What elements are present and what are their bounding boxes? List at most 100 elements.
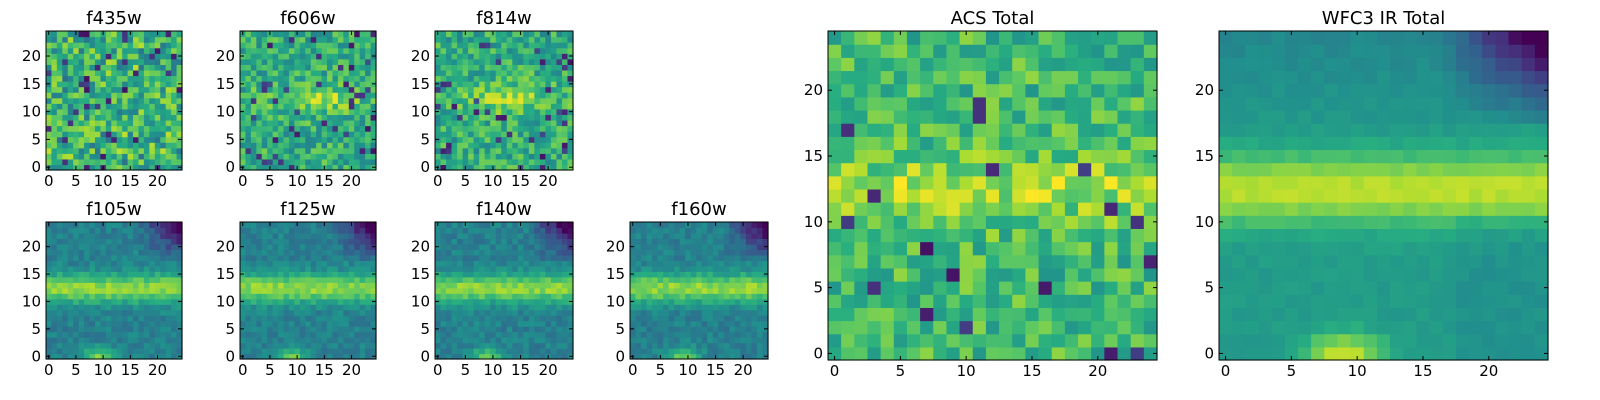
heatmap-cell xyxy=(278,142,285,149)
heatmap-cell xyxy=(272,36,279,43)
heatmap-cell xyxy=(343,147,350,154)
heatmap-cell xyxy=(245,153,252,160)
heatmap-cell xyxy=(105,114,112,121)
heatmap-cell xyxy=(240,36,247,43)
heatmap-cell xyxy=(528,331,535,338)
heatmap-cell xyxy=(261,103,268,110)
heatmap-cell xyxy=(707,282,714,289)
heatmap-cell xyxy=(451,64,458,71)
heatmap-cell xyxy=(718,243,725,250)
heatmap-cell xyxy=(841,215,855,229)
heatmap-cell xyxy=(51,31,58,38)
heatmap-cell xyxy=(171,298,178,305)
heatmap-cell xyxy=(370,227,377,234)
heatmap-cell xyxy=(723,260,730,267)
heatmap-cell xyxy=(165,320,172,327)
heatmap-cell xyxy=(267,86,274,93)
heatmap-cell xyxy=(56,47,63,54)
heatmap-cell xyxy=(920,333,934,348)
heatmap-cell xyxy=(348,287,355,294)
heatmap-cell xyxy=(1025,202,1040,216)
heatmap-cell xyxy=(310,232,317,240)
heatmap-cell xyxy=(176,276,183,283)
heatmap-cell xyxy=(370,293,377,300)
heatmap-cell xyxy=(484,276,491,283)
heatmap-cell xyxy=(906,228,921,243)
heatmap-cell xyxy=(310,58,317,65)
heatmap-cell xyxy=(556,103,563,110)
y-tick-label: 10 xyxy=(22,103,41,121)
heatmap-cell xyxy=(154,97,161,104)
heatmap-cell xyxy=(999,333,1013,348)
heatmap-cell xyxy=(567,222,574,229)
heatmap-cell xyxy=(674,222,681,229)
heatmap-cell xyxy=(283,153,290,160)
heatmap-cell xyxy=(701,315,708,322)
heatmap-cell xyxy=(154,114,161,121)
heatmap-cell xyxy=(256,238,263,245)
heatmap-cell xyxy=(332,326,339,333)
heatmap-cell xyxy=(446,254,453,261)
heatmap-cell xyxy=(550,271,558,278)
heatmap-cell xyxy=(528,282,535,289)
heatmap-cell xyxy=(327,147,334,154)
heatmap-cell xyxy=(171,47,178,54)
heatmap-cell xyxy=(321,147,328,154)
heatmap-cell xyxy=(245,309,252,316)
heatmap-cell xyxy=(127,293,134,300)
heatmap-cell xyxy=(89,353,96,360)
heatmap-cell xyxy=(310,293,317,300)
heatmap-cell xyxy=(762,232,769,240)
heatmap-cell xyxy=(299,131,306,138)
heatmap-cell xyxy=(457,64,464,71)
heatmap-cell xyxy=(294,131,301,138)
heatmap-cell xyxy=(84,31,91,38)
heatmap-cell xyxy=(828,241,842,256)
heatmap-cell xyxy=(84,309,91,316)
heatmap-cell xyxy=(751,348,758,355)
heatmap-cell xyxy=(556,260,563,267)
heatmap-cell xyxy=(245,31,252,38)
heatmap-cell xyxy=(149,254,156,261)
heatmap-cell xyxy=(707,304,714,311)
heatmap-cell xyxy=(1130,175,1145,190)
heatmap-cell xyxy=(138,232,145,240)
heatmap-cell xyxy=(272,271,279,278)
heatmap-cell xyxy=(116,320,123,327)
heatmap-cell xyxy=(288,238,295,245)
heatmap-cell xyxy=(523,108,530,115)
heatmap-cell xyxy=(171,337,178,344)
heatmap-cell xyxy=(635,353,642,360)
heatmap-cell xyxy=(62,75,69,82)
heatmap-cell xyxy=(359,119,366,127)
heatmap-cell xyxy=(84,238,91,245)
heatmap-cell xyxy=(343,92,350,99)
heatmap-cell xyxy=(567,304,574,311)
heatmap-cell xyxy=(94,276,101,283)
heatmap-cell xyxy=(127,69,134,77)
heatmap-cell xyxy=(1038,333,1053,348)
heatmap-cell xyxy=(946,320,961,335)
heatmap-cell xyxy=(972,215,987,229)
heatmap-cell xyxy=(138,287,145,294)
heatmap-cell xyxy=(762,342,769,349)
heatmap-cell xyxy=(652,304,659,311)
heatmap-cell xyxy=(561,92,569,99)
heatmap-cell xyxy=(696,249,703,256)
heatmap-cell xyxy=(734,260,741,267)
heatmap-cell xyxy=(539,287,546,294)
heatmap-cell xyxy=(534,227,541,234)
heatmap-cell xyxy=(327,131,334,138)
heatmap-cell xyxy=(176,114,183,121)
heatmap-cell xyxy=(528,249,535,256)
heatmap-cell xyxy=(539,337,546,344)
heatmap-cell xyxy=(283,47,290,54)
heatmap-cell xyxy=(501,276,508,283)
heatmap-cell xyxy=(457,103,464,110)
heatmap-cell xyxy=(171,136,178,143)
heatmap-cell xyxy=(663,337,670,344)
heatmap-cell xyxy=(261,331,268,338)
heatmap-cell xyxy=(550,342,558,349)
heatmap-cell xyxy=(446,86,453,93)
heatmap-cell xyxy=(723,337,730,344)
